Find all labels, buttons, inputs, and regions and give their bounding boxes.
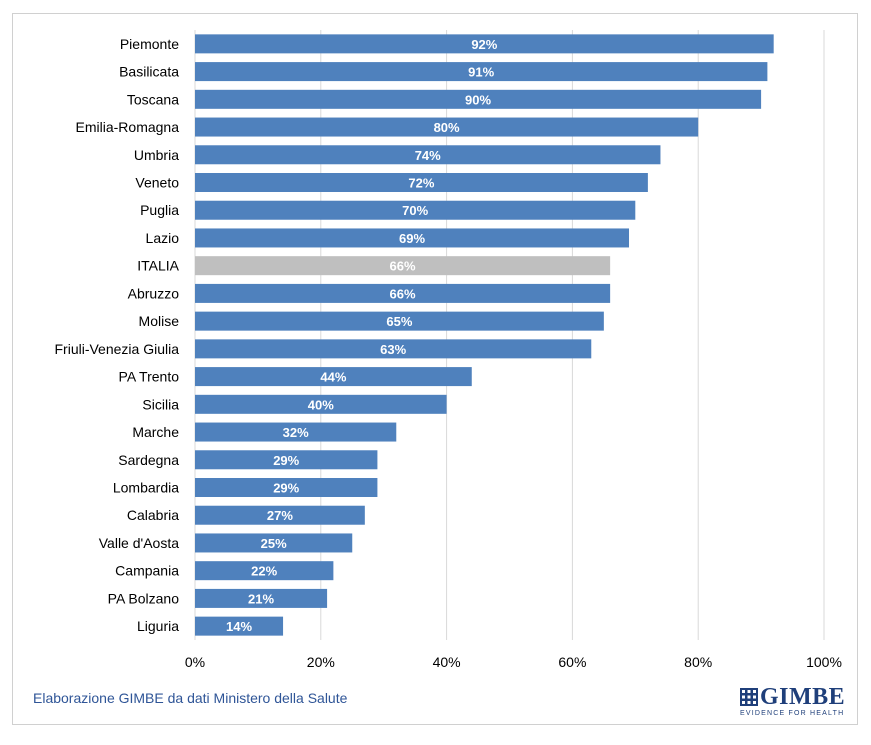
data-label: 65% — [386, 314, 412, 329]
category-label: Sicilia — [142, 396, 179, 412]
category-label: Friuli-Venezia Giulia — [55, 341, 180, 357]
x-tick-label: 20% — [307, 654, 335, 670]
bar — [195, 62, 768, 82]
category-label: Liguria — [137, 618, 179, 634]
bar — [195, 616, 284, 636]
category-label: Molise — [139, 313, 180, 329]
bar — [195, 173, 648, 192]
data-label: 44% — [320, 370, 346, 385]
bar — [195, 311, 604, 331]
data-label: 32% — [283, 425, 309, 440]
bar — [195, 505, 365, 525]
x-tick-label: 40% — [433, 654, 461, 670]
category-label: Toscana — [127, 91, 179, 107]
bar — [195, 367, 472, 387]
x-tick-label: 60% — [558, 654, 586, 670]
bar — [195, 422, 397, 442]
source-note: Elaborazione GIMBE da dati Ministero del… — [33, 690, 348, 706]
data-label: 66% — [390, 259, 416, 274]
data-label: 90% — [465, 92, 491, 107]
data-label: 29% — [273, 453, 299, 468]
data-label: 91% — [468, 65, 494, 80]
data-label: 14% — [226, 619, 252, 634]
x-tick-label: 80% — [684, 654, 712, 670]
category-label: PA Bolzano — [108, 590, 180, 606]
bar — [195, 450, 378, 470]
bar — [195, 228, 630, 248]
data-label: 25% — [261, 536, 287, 551]
bar — [195, 588, 328, 608]
gimbe-logo: GIMBE EVIDENCE FOR HEALTH — [740, 684, 846, 720]
category-label: Emilia-Romagna — [76, 119, 180, 135]
bar — [195, 89, 762, 109]
bar — [195, 478, 378, 497]
category-label: Piemonte — [120, 36, 179, 52]
category-label: ITALIA — [137, 258, 179, 274]
category-label: Puglia — [140, 202, 179, 218]
bar — [195, 34, 774, 54]
category-label: Umbria — [134, 147, 179, 163]
data-label: 21% — [248, 591, 274, 606]
data-label: 72% — [408, 176, 434, 191]
logo-grid-icon — [740, 688, 758, 706]
category-label: Valle d'Aosta — [99, 535, 179, 551]
data-label: 29% — [273, 481, 299, 496]
bar — [195, 533, 353, 553]
data-label: 66% — [390, 286, 416, 301]
category-label: Abruzzo — [128, 285, 180, 301]
x-tick-label: 100% — [806, 654, 842, 670]
bar — [195, 256, 611, 276]
category-label: Lazio — [146, 230, 180, 246]
bar — [195, 339, 592, 359]
category-label: Veneto — [135, 175, 179, 191]
data-label: 69% — [399, 231, 425, 246]
category-label: Lombardia — [113, 480, 179, 496]
category-label: PA Trento — [119, 369, 180, 385]
data-label: 63% — [380, 342, 406, 357]
bar — [195, 200, 636, 220]
category-label: Basilicata — [119, 64, 179, 80]
logo-wordmark: GIMBE — [760, 684, 846, 710]
bar — [195, 145, 661, 165]
bar — [195, 117, 699, 137]
bar — [195, 394, 447, 414]
data-label: 80% — [434, 120, 460, 135]
data-label: 22% — [251, 564, 277, 579]
category-label: Calabria — [127, 507, 179, 523]
data-label: 70% — [402, 203, 428, 218]
logo-tagline: EVIDENCE FOR HEALTH — [740, 710, 845, 717]
bar — [195, 283, 611, 303]
data-label: 92% — [471, 37, 497, 52]
category-label: Marche — [132, 424, 179, 440]
category-label: Sardegna — [118, 452, 179, 468]
data-label: 74% — [415, 148, 441, 163]
category-label: Campania — [115, 563, 179, 579]
bar — [195, 561, 334, 581]
x-tick-label: 0% — [185, 654, 205, 670]
data-label: 40% — [308, 397, 334, 412]
data-label: 27% — [267, 508, 293, 523]
